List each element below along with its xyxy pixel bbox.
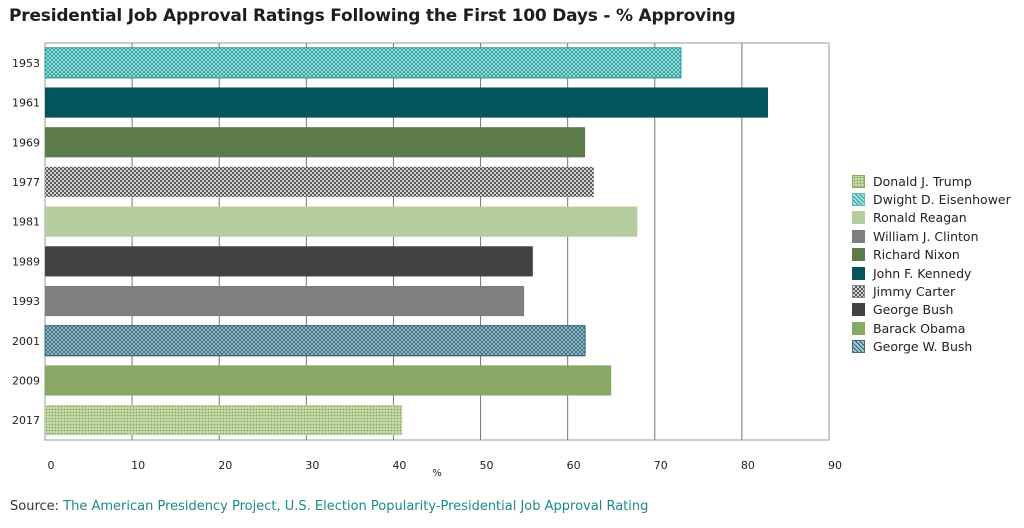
legend-item: Jimmy Carter (852, 282, 1011, 300)
bar (45, 87, 769, 118)
legend-item: Ronald Reagan (852, 209, 1011, 227)
x-tick-label: 70 (654, 459, 668, 472)
legend-label: Barack Obama (873, 320, 966, 336)
plot-area (44, 42, 830, 441)
legend-swatch (852, 321, 865, 335)
x-axis-label: % (432, 468, 442, 479)
legend-swatch (852, 285, 865, 299)
legend-label: Ronald Reagan (873, 210, 967, 226)
legend-label: Donald J. Trump (873, 173, 972, 189)
legend-label: William J. Clinton (873, 228, 979, 244)
legend-label: John F. Kennedy (873, 265, 972, 281)
legend-swatch (852, 174, 865, 188)
y-tick-label: 1969 (12, 136, 40, 149)
legend-swatch (852, 303, 865, 317)
source-link[interactable]: The American Presidency Project, U.S. El… (63, 499, 649, 514)
bar (45, 206, 638, 237)
y-tick-label: 1953 (12, 57, 40, 70)
bar (45, 365, 612, 396)
legend-swatch (852, 248, 865, 262)
bar (45, 246, 533, 277)
bar (45, 127, 586, 158)
bar (45, 405, 403, 436)
y-tick-label: 2009 (12, 374, 40, 387)
bar (44, 47, 682, 79)
legend-item: Donald J. Trump (852, 172, 1011, 190)
legend-swatch (852, 193, 865, 207)
x-tick-label: 20 (218, 459, 232, 472)
legend-item: Dwight D. Eisenhower (852, 190, 1011, 208)
y-tick-label: 2017 (12, 414, 40, 427)
legend: Donald J. Trump Dwight D. Eisenhower Ronal… (852, 172, 1011, 356)
y-tick-label: 1961 (12, 97, 40, 110)
chart-title: Presidential Job Approval Ratings Follow… (9, 6, 736, 26)
legend-item: George W. Bush (852, 338, 1011, 356)
legend-label: Jimmy Carter (873, 284, 956, 300)
x-tick-label: 50 (480, 459, 494, 472)
x-tick-label: 80 (741, 459, 755, 472)
bar (45, 166, 594, 198)
legend-label: George Bush (873, 302, 954, 318)
legend-item: John F. Kennedy (852, 264, 1011, 282)
legend-label: Richard Nixon (873, 247, 960, 263)
legend-label: George W. Bush (873, 339, 973, 355)
x-tick-label: 0 (48, 459, 55, 472)
y-tick-label: 1989 (12, 255, 40, 268)
legend-swatch (852, 266, 865, 280)
x-tick-label: 90 (828, 459, 842, 472)
legend-item: William J. Clinton (852, 227, 1011, 245)
bar (44, 325, 586, 357)
x-tick-label: 40 (392, 459, 406, 472)
y-tick-label: 1981 (12, 216, 40, 229)
x-tick-label: 30 (305, 459, 319, 472)
source-note: Source: The American Presidency Project,… (10, 499, 648, 514)
legend-label: Dwight D. Eisenhower (873, 192, 1011, 208)
legend-item: Richard Nixon (852, 246, 1011, 264)
source-prefix: Source: (10, 499, 64, 514)
y-tick-label: 1993 (12, 295, 40, 308)
y-tick-label: 2001 (12, 335, 40, 348)
x-tick-label: 10 (131, 459, 145, 472)
legend-item: Barack Obama (852, 319, 1011, 337)
legend-item: George Bush (852, 301, 1011, 319)
legend-swatch (852, 229, 865, 243)
bar (45, 285, 525, 317)
legend-swatch (852, 211, 865, 225)
legend-swatch (852, 340, 865, 354)
y-tick-label: 1977 (12, 176, 40, 189)
x-tick-label: 60 (567, 459, 581, 472)
